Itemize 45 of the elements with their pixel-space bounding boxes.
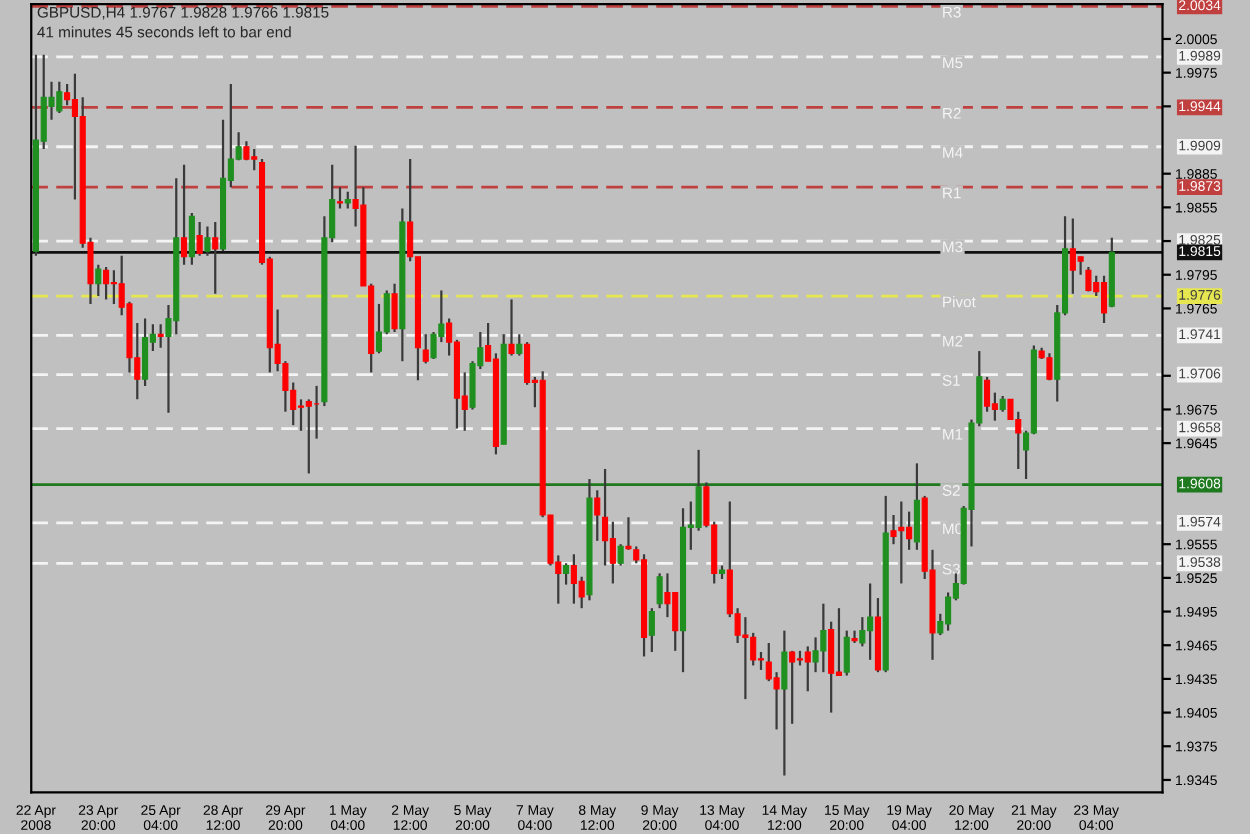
candlestick <box>251 147 258 172</box>
candlestick <box>1069 217 1076 295</box>
candlestick <box>142 317 149 387</box>
candlestick <box>336 186 344 210</box>
candlestick <box>95 263 102 298</box>
candlestick <box>1085 265 1092 293</box>
candlestick <box>570 553 577 605</box>
candlestick <box>181 163 188 266</box>
candlestick <box>508 298 515 357</box>
candlestick <box>913 462 920 551</box>
candlestick <box>945 591 952 632</box>
candlestick <box>110 269 117 306</box>
candlestick <box>1100 274 1108 325</box>
candlestick <box>516 333 523 357</box>
candlestick <box>212 220 219 295</box>
candlestick <box>656 572 663 610</box>
candlestick <box>859 616 866 648</box>
candlestick <box>906 510 913 551</box>
candlestick <box>828 620 835 714</box>
candlestick <box>594 489 601 542</box>
candlestick <box>157 323 164 349</box>
candlestick <box>742 616 749 701</box>
candlestick <box>196 220 203 257</box>
candlestick <box>391 282 398 334</box>
candlestick <box>820 602 827 674</box>
candlestick <box>524 340 531 386</box>
candlestick <box>563 562 570 586</box>
candlestick <box>781 629 788 777</box>
candlestick <box>297 398 305 432</box>
candlestick <box>867 582 874 661</box>
candlestick <box>56 80 63 115</box>
candlestick <box>898 500 905 585</box>
candlestick <box>984 375 991 413</box>
candlestick <box>188 211 195 266</box>
candlestick <box>1046 352 1053 382</box>
candlestick <box>843 629 850 677</box>
candlestick <box>422 333 429 365</box>
candlestick <box>602 467 609 567</box>
candlestick <box>609 520 616 585</box>
candlestick <box>851 629 858 645</box>
candlestick <box>835 607 843 677</box>
candlestick <box>648 607 655 654</box>
candlestick <box>103 265 110 301</box>
candlestick <box>789 649 796 725</box>
candlestick <box>804 645 811 693</box>
